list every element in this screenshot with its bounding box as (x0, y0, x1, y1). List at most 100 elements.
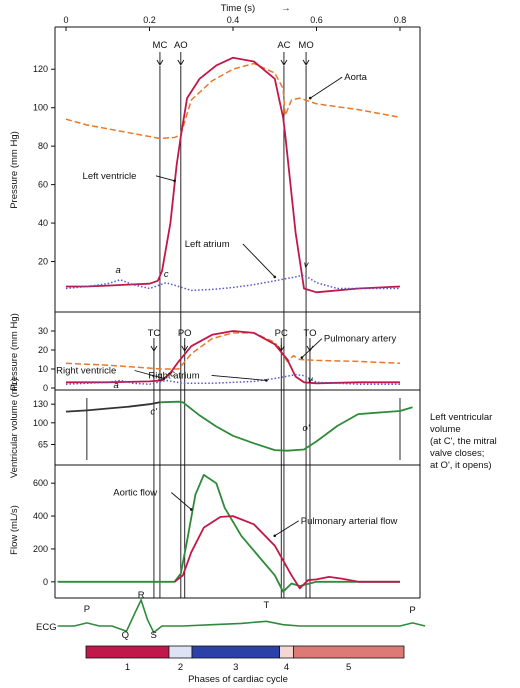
series-line (65, 373, 400, 385)
phase-number: 2 (178, 662, 183, 673)
time-axis-arrow: → (281, 3, 291, 14)
y-tick-label: 20 (38, 345, 48, 355)
annotation-tip (300, 356, 304, 359)
y-tick-label: 600 (33, 478, 48, 488)
side-note-line: at O', it opens) (430, 460, 491, 471)
wave-label: c (170, 369, 175, 380)
series-annotation: Left atrium (185, 239, 230, 250)
y-tick-label: 0 (43, 383, 48, 393)
side-note-line: Left ventricular (430, 412, 492, 423)
event-label: TO (303, 328, 316, 339)
side-note-line: (at C', the mitral (430, 436, 497, 447)
ecg-wave-label: Q (122, 630, 129, 641)
annotation-tip (273, 275, 277, 279)
time-tick-label: 0.8 (394, 15, 407, 25)
y-tick-label: 120 (33, 64, 48, 74)
wave-label: c (164, 269, 169, 280)
ecg-label: ECG (36, 622, 57, 633)
phases-label: Phases of cardiac cycle (188, 674, 288, 685)
y-tick-label: 65 (38, 440, 48, 450)
annotation-leader (242, 243, 276, 278)
time-tick-label: 0.6 (310, 15, 323, 25)
side-note-line: valve closes; (430, 448, 484, 459)
wave-label: v (308, 374, 314, 385)
event-label: TC (148, 328, 161, 339)
ecg-wave-label: T (263, 600, 269, 611)
phase-segment (292, 645, 405, 659)
ecg-wave-label: R (138, 590, 145, 601)
volume-side-note: Left ventricular volume (at C', the mitr… (430, 412, 497, 471)
series-line (65, 274, 400, 292)
phase-number: 1 (125, 662, 130, 673)
ylabel-left-pressure: Pressure (mm Hg) (9, 131, 20, 209)
y-tick-label: 20 (38, 257, 48, 267)
y-tick-label: 80 (38, 141, 48, 151)
y-tick-label: 0 (43, 577, 48, 587)
phase-number: 5 (346, 662, 351, 673)
annotation-tip (189, 508, 193, 511)
y-tick-label: 100 (33, 418, 48, 428)
phase-number: 4 (284, 662, 289, 673)
wave-label: a (113, 380, 118, 391)
wave-label: a (116, 265, 121, 276)
phase-segment (279, 645, 294, 659)
ecg-wave-label: S (151, 630, 157, 641)
ylabel-right-pressure: Pressure (mm Hg) (9, 313, 20, 391)
series-annotation: Right atrium (148, 370, 199, 381)
event-arrow (156, 52, 164, 66)
event-label: MO (298, 40, 313, 51)
annotation-leader (274, 520, 299, 537)
annotation-leader (301, 338, 323, 358)
series-annotation: Aorta (344, 72, 367, 83)
event-arrow (280, 52, 288, 66)
series-line (66, 330, 400, 385)
annotation-leader (171, 492, 192, 510)
y-tick-label: 100 (33, 103, 48, 113)
y-tick-label: 130 (33, 399, 48, 409)
event-label: MC (153, 40, 168, 51)
event-arrow (306, 338, 314, 352)
series-line (65, 62, 401, 140)
y-tick-label: 200 (33, 544, 48, 554)
series-line (66, 56, 401, 294)
y-tick-label: 40 (38, 218, 48, 228)
annotation-leader (155, 175, 175, 182)
ecg-trace-group: ECG P Q R S T P (36, 590, 426, 641)
y-tick-label: 60 (38, 180, 48, 190)
series-line (174, 515, 400, 590)
event-label: AO (174, 40, 188, 51)
ecg-trace (57, 597, 426, 634)
ylabel-volume: Ventricular volume (mL) (9, 378, 20, 478)
panel-frames (54, 27, 421, 599)
annotation-tip (265, 379, 268, 382)
annotation-tip (308, 96, 312, 100)
ylabel-flow: Flow (mL/s) (9, 505, 20, 555)
annotation-leader (134, 370, 165, 379)
phase-number: 3 (233, 662, 238, 673)
side-note-line: volume (430, 424, 461, 435)
series-line (57, 474, 400, 593)
time-axis: Time (s) → 0 0.2 0.4 0.6 0.8 (55, 3, 420, 31)
phases-bar: Phases of cardiac cycle 1 2 3 4 5 (85, 645, 405, 685)
series-annotation: Pulmonary artery (324, 334, 397, 345)
event-label: PC (275, 328, 288, 339)
series-annotation: Right ventricle (56, 366, 116, 377)
annotation-tip (173, 179, 176, 183)
wave-label: v (304, 259, 310, 270)
annotation-tip (273, 534, 277, 538)
annotation-leader (211, 374, 267, 381)
event-arrow (181, 338, 189, 352)
time-tick-label: 0.2 (143, 15, 156, 25)
phase-segment (191, 645, 280, 659)
ecg-wave-label: P (409, 605, 415, 616)
event-arrow (177, 52, 185, 66)
y-tick-label: 10 (38, 364, 48, 374)
series-annotation: Aortic flow (113, 487, 157, 498)
y-tick-label: 30 (38, 326, 48, 336)
series-line (65, 332, 401, 370)
series-line (159, 400, 413, 452)
ecg-wave-label: P (84, 604, 90, 615)
series-annotation: Left ventricle (83, 171, 137, 182)
annotation-tip (162, 377, 166, 380)
